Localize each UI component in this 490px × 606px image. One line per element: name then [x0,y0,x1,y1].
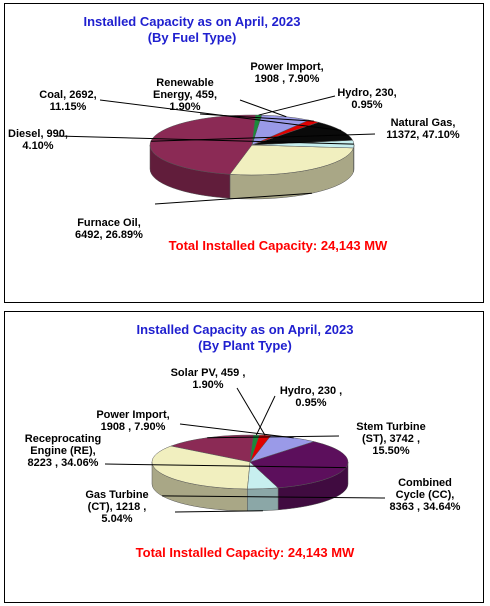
leader-line-hydro [258,95,336,116]
leader-line-gas-turbine-ct [174,510,263,513]
plant-type-chart-panel: Installed Capacity as on April, 2023 (By… [4,311,484,603]
chart-title: Installed Capacity as on April, 2023 [84,14,301,29]
leader-line-power-import [179,423,294,439]
data-label-hydro: Hydro, 230 , 0.95% [280,385,342,409]
leader-line-solar-pv [236,387,266,436]
leader-line-diesel [56,135,354,145]
data-label-natural-gas: Natural Gas, 11372, 47.10% [386,117,460,141]
data-label-receprocating-engine-re: Receprocating Engine (RE), 8223 , 34.06% [25,433,101,469]
leader-line-furnace-oil [154,192,312,205]
pie-side-gas-turbine-ct [247,487,279,512]
pie-slice-combined-cycle-cc [151,445,251,490]
data-label-gas-turbine-ct: Gas Turbine (CT), 1218 , 5.04% [85,489,148,525]
data-label-hydro: Hydro, 230, 0.95% [337,87,396,111]
chart-subtitle: (By Plant Type) [198,338,292,353]
data-label-renewable-energy: Renewable Energy, 459, 1.90% [153,77,217,113]
pie-slice-furnace-oil [229,144,354,176]
leader-line-power-import [239,99,287,118]
pie-slice-stem-turbine-st [170,434,254,463]
data-label-power-import: Power Import, 1908 , 7.90% [96,409,169,433]
data-label-diesel: Diesel, 990, 4.10% [8,128,68,152]
pie-slice-natural-gas [149,114,256,175]
total-capacity-text: Total Installed Capacity: 24,143 MW [136,545,355,560]
leader-line-receprocating-engine-re [104,463,346,469]
total-capacity-text: Total Installed Capacity: 24,143 MW [169,238,388,253]
chart-title: Installed Capacity as on April, 2023 [137,322,354,337]
data-label-power-import: Power Import, 1908 , 7.90% [250,61,323,85]
fuel-type-pie-chart: Installed Capacity as on April, 2023 (By… [8,14,460,253]
chart-subtitle: (By Fuel Type) [148,30,237,45]
data-label-furnace-oil: Furnace Oil, 6492, 26.89% [75,217,143,241]
data-label-stem-turbine-st: Stem Turbine (ST), 3742 , 15.50% [356,421,425,457]
data-label-coal: Coal, 2692, 11.15% [39,89,96,113]
leader-line-hydro [255,395,276,436]
leader-line-combined-cycle-cc [162,495,386,499]
data-label-solar-pv: Solar PV, 459 , 1.90% [171,367,246,391]
fuel-type-chart-panel: Installed Capacity as on April, 2023 (By… [4,3,484,303]
leader-line-renewable-energy [199,113,314,122]
leader-line-stem-turbine-st [207,435,340,439]
plant-type-pie-chart: Installed Capacity as on April, 2023 (By… [25,322,461,560]
data-label-combined-cycle-cc: Combined Cycle (CC), 8363 , 34.64% [390,477,461,513]
